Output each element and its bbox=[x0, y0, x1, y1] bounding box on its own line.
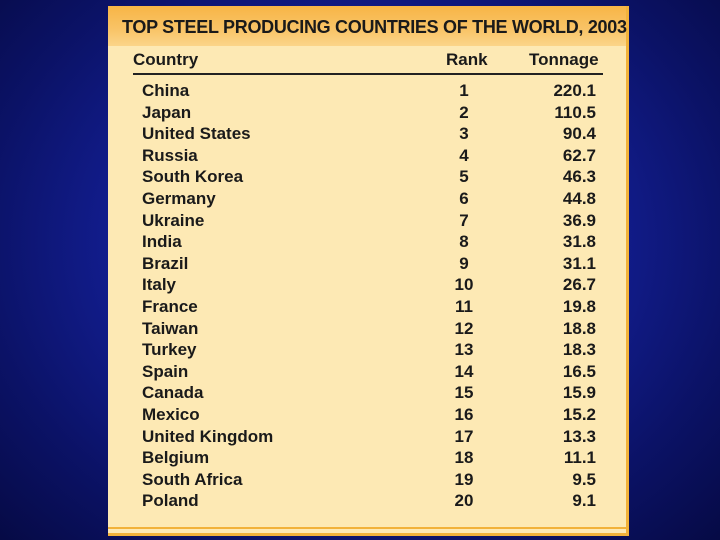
cell-country: France bbox=[142, 296, 198, 316]
column-header-tonnage: Tonnage bbox=[529, 50, 599, 69]
table-row: South Korea 5 46.3 bbox=[108, 166, 626, 188]
cell-country: Taiwan bbox=[142, 318, 199, 338]
cell-tonnage: 18.8 bbox=[562, 318, 596, 338]
cell-rank: 6 bbox=[459, 188, 469, 208]
cell-rank: 7 bbox=[459, 210, 469, 230]
cell-rank: 14 bbox=[454, 361, 474, 381]
cell-tonnage: 19.8 bbox=[562, 296, 596, 316]
cell-tonnage: 18.3 bbox=[562, 340, 596, 360]
table-row: Ukraine 7 36.9 bbox=[108, 210, 626, 232]
cell-tonnage: 16.5 bbox=[562, 361, 596, 381]
table-row: Taiwan 12 18.8 bbox=[108, 318, 626, 340]
table-row: Japan 2 110.5 bbox=[108, 102, 626, 124]
table-title: TOP STEEL PRODUCING COUNTRIES OF THE WOR… bbox=[122, 17, 627, 37]
cell-country: United States bbox=[142, 124, 251, 144]
table-body: China 1 220.1 Japan 2 110.5 United States 3 90.4… bbox=[108, 80, 626, 512]
cell-tonnage: 31.1 bbox=[562, 253, 596, 273]
bottom-divider bbox=[108, 527, 626, 529]
steel-table-card: TOP STEEL PRODUCING COUNTRIES OF THE WOR… bbox=[108, 6, 629, 536]
cell-rank: 3 bbox=[459, 124, 469, 144]
table-row: India 8 31.8 bbox=[108, 231, 626, 253]
cell-tonnage: 9.1 bbox=[572, 491, 596, 511]
title-bar: TOP STEEL PRODUCING COUNTRIES OF THE WOR… bbox=[108, 6, 627, 46]
column-header-rank: Rank bbox=[446, 50, 488, 69]
cell-country: Canada bbox=[142, 383, 204, 403]
cell-tonnage: 36.9 bbox=[562, 210, 596, 230]
cell-rank: 9 bbox=[459, 253, 469, 273]
cell-tonnage: 110.5 bbox=[554, 102, 596, 122]
table-row: Turkey 13 18.3 bbox=[108, 339, 626, 361]
cell-rank: 11 bbox=[455, 296, 473, 316]
cell-tonnage: 220.1 bbox=[553, 81, 596, 100]
table-row: United States 3 90.4 bbox=[108, 123, 626, 145]
column-header-country: Country bbox=[133, 50, 199, 69]
cell-rank: 20 bbox=[454, 491, 474, 511]
cell-tonnage: 46.3 bbox=[562, 167, 596, 187]
table-row: France 11 19.8 bbox=[108, 296, 626, 318]
cell-tonnage: 62.7 bbox=[562, 145, 596, 165]
cell-country: Spain bbox=[142, 361, 189, 381]
table-row: Poland 20 9.1 bbox=[108, 490, 626, 512]
cell-rank: 13 bbox=[454, 340, 474, 360]
cell-country: United Kingdom bbox=[142, 426, 274, 446]
cell-country: Germany bbox=[142, 188, 216, 208]
table-row: Belgium 18 11.1 bbox=[108, 447, 626, 469]
cell-country: India bbox=[142, 232, 182, 252]
cell-country: China bbox=[142, 81, 190, 100]
table-row: Italy 10 26.7 bbox=[108, 274, 626, 296]
cell-country: Poland bbox=[142, 491, 199, 511]
table-row: Spain 14 16.5 bbox=[108, 361, 626, 383]
cell-tonnage: 15.2 bbox=[562, 404, 596, 424]
cell-rank: 18 bbox=[454, 448, 474, 468]
table-row: South Africa 19 9.5 bbox=[108, 469, 626, 491]
cell-country: Italy bbox=[142, 275, 177, 295]
cell-tonnage: 44.8 bbox=[562, 188, 596, 208]
cell-country: South Korea bbox=[142, 167, 244, 187]
cell-country: Turkey bbox=[142, 340, 197, 360]
table-row: Russia 4 62.7 bbox=[108, 145, 626, 167]
cell-rank: 5 bbox=[459, 167, 469, 187]
table-header: Country Rank Tonnage bbox=[108, 50, 626, 72]
cell-rank: 10 bbox=[454, 275, 474, 295]
cell-rank: 4 bbox=[459, 145, 469, 165]
cell-tonnage: 15.9 bbox=[562, 383, 596, 403]
cell-country: Japan bbox=[142, 102, 192, 122]
table-row: China 1 220.1 bbox=[108, 80, 626, 102]
cell-rank: 15 bbox=[454, 383, 474, 403]
cell-tonnage: 9.5 bbox=[572, 469, 596, 489]
table-row: Germany 6 44.8 bbox=[108, 188, 626, 210]
cell-tonnage: 13.3 bbox=[562, 426, 596, 446]
table-row: Mexico 16 15.2 bbox=[108, 404, 626, 426]
cell-tonnage: 26.7 bbox=[562, 275, 596, 295]
cell-rank: 17 bbox=[454, 426, 474, 446]
cell-tonnage: 90.4 bbox=[562, 124, 596, 144]
cell-country: Belgium bbox=[142, 448, 210, 468]
cell-country: Russia bbox=[142, 145, 198, 165]
cell-tonnage: 11.1 bbox=[563, 448, 596, 468]
table-row: United Kingdom 17 13.3 bbox=[108, 426, 626, 448]
cell-rank: 2 bbox=[459, 102, 469, 122]
cell-tonnage: 31.8 bbox=[562, 232, 596, 252]
cell-rank: 16 bbox=[454, 404, 474, 424]
header-divider bbox=[133, 73, 603, 75]
cell-country: Brazil bbox=[142, 253, 189, 273]
cell-rank: 8 bbox=[459, 232, 469, 252]
cell-rank: 19 bbox=[454, 469, 474, 489]
cell-country: South Africa bbox=[142, 469, 243, 489]
cell-country: Mexico bbox=[142, 404, 200, 424]
cell-rank: 12 bbox=[454, 318, 474, 338]
table-row: Brazil 9 31.1 bbox=[108, 253, 626, 275]
cell-rank: 1 bbox=[459, 81, 469, 100]
cell-country: Ukraine bbox=[142, 210, 205, 230]
table-row: Canada 15 15.9 bbox=[108, 382, 626, 404]
